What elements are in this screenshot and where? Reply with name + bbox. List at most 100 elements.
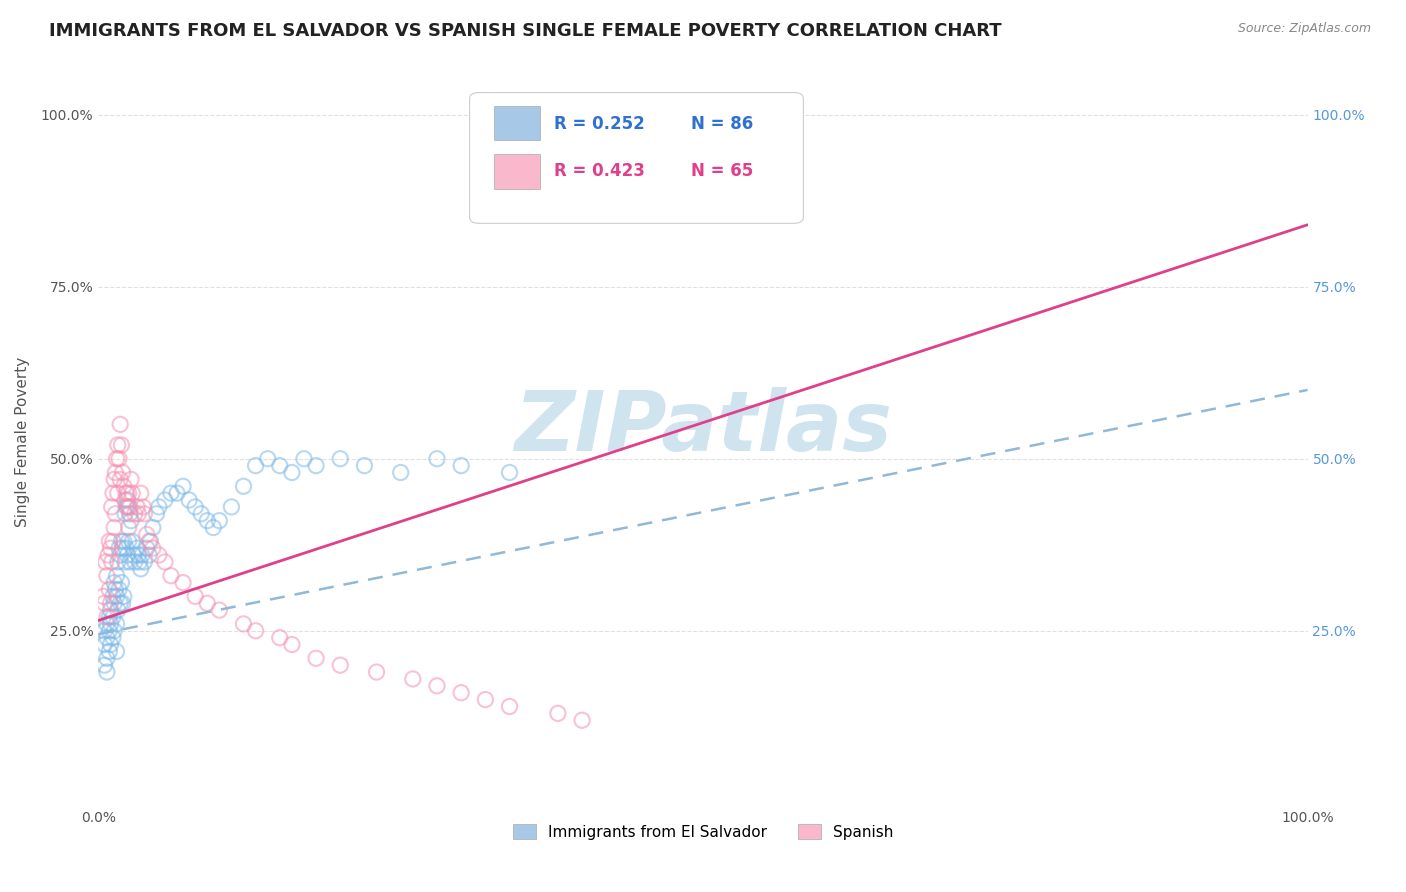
Point — [122, 548, 145, 562]
Point — [474, 692, 496, 706]
Point — [128, 555, 150, 569]
Point — [104, 582, 127, 597]
Point — [498, 466, 520, 480]
Point — [256, 451, 278, 466]
FancyBboxPatch shape — [494, 105, 540, 140]
Point — [96, 616, 118, 631]
Point — [118, 486, 141, 500]
Point — [103, 624, 125, 638]
Point — [115, 486, 138, 500]
Point — [93, 638, 115, 652]
FancyBboxPatch shape — [470, 93, 803, 223]
Point — [105, 644, 128, 658]
Point — [111, 541, 134, 556]
Point — [107, 555, 129, 569]
Point — [127, 507, 149, 521]
Point — [100, 500, 122, 514]
Point — [103, 472, 125, 486]
Point — [93, 596, 115, 610]
Point — [426, 451, 449, 466]
Point — [269, 631, 291, 645]
Point — [142, 541, 165, 556]
Point — [100, 616, 122, 631]
Point — [145, 507, 167, 521]
Point — [101, 534, 124, 549]
Point — [108, 417, 131, 432]
Point — [389, 466, 412, 480]
Point — [202, 520, 225, 534]
Point — [353, 458, 375, 473]
Point — [305, 458, 328, 473]
Point — [104, 466, 127, 480]
Point — [105, 616, 128, 631]
Text: N = 86: N = 86 — [690, 115, 754, 133]
Point — [208, 514, 231, 528]
Point — [117, 493, 139, 508]
Point — [112, 534, 135, 549]
Point — [103, 520, 125, 534]
Point — [329, 451, 352, 466]
Point — [153, 555, 176, 569]
Point — [98, 610, 121, 624]
Point — [110, 438, 132, 452]
Point — [100, 596, 122, 610]
Point — [105, 590, 128, 604]
Point — [498, 699, 520, 714]
Point — [547, 706, 569, 721]
Point — [98, 582, 121, 597]
Point — [118, 520, 141, 534]
Point — [105, 451, 128, 466]
Point — [115, 541, 138, 556]
Point — [450, 458, 472, 473]
Point — [118, 507, 141, 521]
Point — [195, 514, 218, 528]
Point — [172, 575, 194, 590]
Point — [135, 527, 157, 541]
Point — [127, 500, 149, 514]
Point — [112, 590, 135, 604]
Point — [402, 672, 425, 686]
Point — [571, 713, 593, 727]
Point — [148, 548, 170, 562]
Point — [208, 603, 231, 617]
Point — [118, 555, 141, 569]
Point — [138, 534, 160, 549]
Point — [108, 596, 131, 610]
Point — [97, 548, 120, 562]
Point — [100, 541, 122, 556]
Point — [96, 610, 118, 624]
Point — [101, 590, 124, 604]
Point — [117, 500, 139, 514]
Point — [153, 493, 176, 508]
Point — [96, 568, 118, 582]
Text: R = 0.423: R = 0.423 — [554, 161, 645, 179]
Point — [114, 507, 136, 521]
Point — [118, 500, 141, 514]
FancyBboxPatch shape — [494, 154, 540, 189]
Point — [450, 686, 472, 700]
Point — [245, 458, 267, 473]
Point — [115, 500, 138, 514]
Point — [132, 500, 155, 514]
Text: ZIPatlas: ZIPatlas — [515, 386, 891, 467]
Point — [221, 500, 243, 514]
Point — [108, 582, 131, 597]
Point — [108, 472, 131, 486]
Point — [107, 603, 129, 617]
Point — [114, 555, 136, 569]
Point — [110, 534, 132, 549]
Point — [96, 631, 118, 645]
Point — [98, 644, 121, 658]
Point — [124, 555, 146, 569]
Point — [166, 486, 188, 500]
Point — [100, 603, 122, 617]
Point — [96, 651, 118, 665]
Point — [232, 479, 254, 493]
Point — [98, 534, 121, 549]
Point — [129, 562, 152, 576]
Point — [172, 479, 194, 493]
Point — [124, 507, 146, 521]
Point — [245, 624, 267, 638]
Point — [148, 500, 170, 514]
Point — [105, 568, 128, 582]
